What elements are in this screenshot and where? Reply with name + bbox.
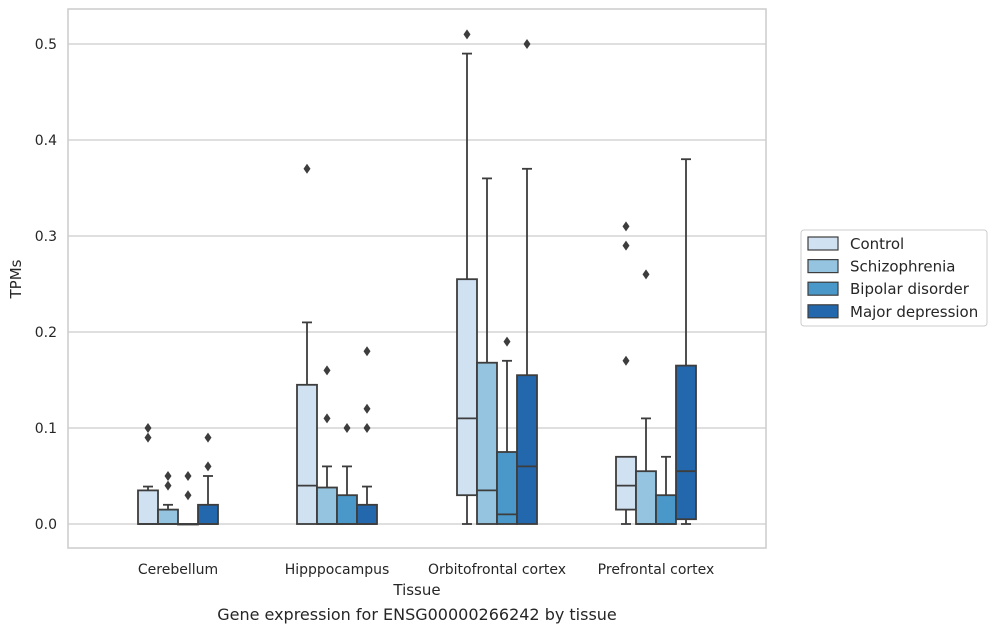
legend-frame xyxy=(800,229,988,327)
x-tick-label: Orbitofrontal cortex xyxy=(428,562,566,578)
box xyxy=(635,470,657,525)
outlier-point xyxy=(164,471,172,481)
box xyxy=(336,494,358,525)
box xyxy=(356,503,378,525)
outlier-point xyxy=(184,490,192,501)
figure-caption: Gene expression for ENSG00000266242 by t… xyxy=(217,605,617,624)
outlier-point xyxy=(463,29,471,40)
x-tick-label: Hipppocampus xyxy=(285,562,390,578)
series-bipolar-disorder xyxy=(177,336,677,526)
outlier-point xyxy=(363,346,371,357)
series-major-depression xyxy=(197,39,697,525)
box xyxy=(476,361,498,525)
outlier-point xyxy=(144,432,152,443)
y-tick-label: 0.4 xyxy=(35,133,57,149)
y-tick-label: 0.5 xyxy=(35,37,57,53)
legend-swatch xyxy=(807,304,839,319)
box xyxy=(157,508,179,525)
y-tick-label: 0.3 xyxy=(35,229,57,245)
box xyxy=(137,489,159,525)
box xyxy=(296,383,318,525)
outlier-point xyxy=(144,423,152,433)
outlier-point xyxy=(343,423,351,433)
legend-label: Bipolar disorder xyxy=(850,280,970,298)
box xyxy=(316,486,338,525)
outlier-point xyxy=(642,269,650,280)
outlier-point xyxy=(323,413,331,424)
outlier-point xyxy=(503,336,511,347)
legend: Control Schizophrenia Bipolar disorder Majo… xyxy=(800,229,988,327)
series-control xyxy=(137,29,637,525)
box xyxy=(655,494,677,525)
outlier-point xyxy=(184,471,192,481)
box xyxy=(456,278,478,497)
y-tick-label: 0.0 xyxy=(35,517,57,533)
x-axis-ticks: Cerebellum Hipppocampus Orbitofrontal cort… xyxy=(138,562,714,578)
outlier-point xyxy=(204,461,212,472)
outlier-point xyxy=(622,240,630,251)
legend-label: Schizophrenia xyxy=(850,258,955,276)
y-axis-label: TPMs xyxy=(7,259,25,299)
x-tick-label: Cerebellum xyxy=(138,562,218,578)
box xyxy=(615,455,637,511)
legend-swatch xyxy=(807,259,839,274)
outlier-point xyxy=(363,423,371,433)
outlier-point xyxy=(523,39,531,49)
outlier-point xyxy=(622,221,630,232)
grid-lines xyxy=(68,43,766,525)
outlier-point xyxy=(363,403,371,414)
legend-swatch xyxy=(807,281,839,296)
x-tick-label: Prefrontal cortex xyxy=(598,562,715,578)
outlier-point xyxy=(204,432,212,443)
y-tick-label: 0.2 xyxy=(35,325,57,341)
outlier-point xyxy=(323,365,331,376)
x-axis-label: Tissue xyxy=(392,581,440,599)
box xyxy=(675,364,697,521)
box xyxy=(197,503,219,525)
legend-label: Major depression xyxy=(850,303,978,321)
box xyxy=(496,451,518,525)
outlier-point xyxy=(622,355,630,366)
legend-swatch xyxy=(807,236,839,251)
box-series xyxy=(137,29,697,526)
legend-label: Control xyxy=(850,235,904,253)
outlier-point xyxy=(303,163,311,174)
y-axis-ticks: 0.0 0.1 0.2 0.3 0.4 0.5 xyxy=(35,37,57,533)
outlier-point xyxy=(164,480,172,491)
series-schizophrenia xyxy=(157,177,657,525)
y-tick-label: 0.1 xyxy=(35,421,57,437)
box xyxy=(516,374,538,525)
plot-frame xyxy=(67,8,767,549)
